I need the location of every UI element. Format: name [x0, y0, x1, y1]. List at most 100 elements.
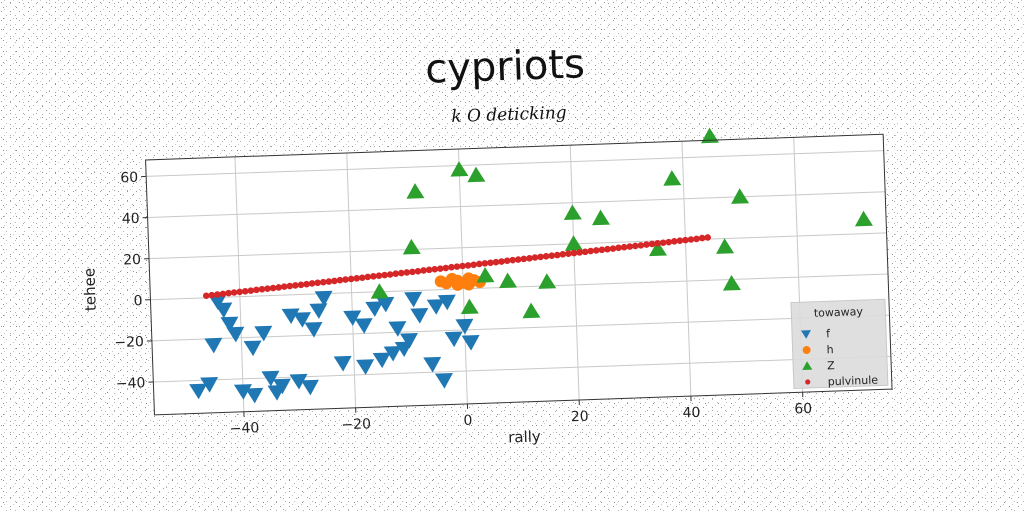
series-pulvinule-point	[269, 284, 277, 292]
series-pulvinule-point	[431, 265, 439, 273]
x-tick-label: 60	[794, 401, 812, 418]
series-pulvinule-point	[503, 257, 511, 265]
y-gridline	[149, 232, 887, 260]
series-f-point	[272, 378, 291, 395]
series-f-point	[404, 291, 423, 308]
y-gridline	[151, 314, 890, 342]
series-pulvinule-point	[531, 254, 539, 261]
series-f-point	[314, 290, 333, 307]
legend-marker	[800, 330, 811, 339]
x-gridline	[569, 145, 580, 401]
series-pulvinule-point	[342, 276, 349, 283]
series-pulvinule-point	[303, 280, 310, 288]
series-pulvinule-point	[319, 278, 327, 286]
series-pulvinule-point	[386, 271, 394, 278]
series-f-point	[354, 318, 373, 334]
x-tick-label: −40	[229, 420, 259, 437]
series-f-point	[300, 379, 319, 396]
series-f-point	[200, 377, 219, 393]
y-tick-label: 20	[123, 252, 141, 269]
legend-marker	[805, 379, 811, 385]
series-pulvinule-point	[631, 242, 639, 250]
y-tick-label: −40	[116, 375, 146, 392]
series-pulvinule-point	[514, 256, 522, 263]
series-f-point	[289, 373, 308, 390]
series-pulvinule-point	[214, 291, 221, 298]
series-f-point	[343, 310, 362, 326]
series-pulvinule-point	[420, 267, 427, 274]
series-Z-point	[854, 210, 873, 227]
series-Z-point	[564, 235, 583, 251]
y-tick-label: 60	[120, 170, 138, 187]
plot-area	[145, 134, 893, 415]
x-axis-label: rally	[508, 427, 541, 446]
y-gridline	[150, 273, 889, 301]
series-pulvinule-point	[487, 259, 494, 267]
series-f-point	[437, 294, 456, 311]
series-f-point	[243, 340, 262, 357]
series-pulvinule-point	[659, 239, 667, 247]
series-pulvinule-point	[253, 286, 260, 294]
series-Z-point	[663, 170, 682, 186]
legend-title: towaway	[814, 305, 864, 320]
series-pulvinule-point	[208, 291, 216, 299]
series-pulvinule-point	[598, 246, 606, 254]
series-pulvinule-point	[353, 275, 361, 282]
series-pulvinule-point	[665, 238, 673, 246]
series-f-point	[304, 321, 323, 338]
series-Z-point	[716, 238, 735, 254]
series-pulvinule-point	[470, 261, 478, 269]
plot-frame	[145, 133, 893, 416]
y-tick-label: −20	[114, 334, 144, 351]
series-f-point	[245, 387, 264, 404]
series-Z-point	[591, 209, 610, 226]
series-pulvinule-point	[258, 285, 266, 293]
series-pulvinule-point	[286, 282, 294, 290]
series-pulvinule-point	[364, 273, 372, 281]
series-pulvinule-point	[219, 290, 227, 298]
legend-label: Z	[827, 359, 835, 372]
series-pulvinule-point	[375, 272, 383, 280]
series-pulvinule-point	[570, 249, 578, 257]
series-f-point	[333, 355, 352, 372]
series-Z-point	[499, 272, 518, 289]
series-pulvinule-point	[481, 260, 489, 267]
series-Z-point	[370, 283, 389, 299]
series-Z-point	[722, 275, 741, 291]
series-pulvinule-point	[704, 234, 712, 241]
series-pulvinule-point	[520, 255, 528, 263]
series-h-point	[451, 278, 464, 291]
series-Z-point	[649, 240, 668, 257]
x-gridline	[681, 141, 692, 397]
series-pulvinule-point	[626, 243, 634, 250]
series-f	[189, 290, 480, 404]
series-pulvinule-point	[308, 280, 316, 287]
series-h	[434, 272, 486, 291]
series-f-point	[189, 383, 208, 400]
y-tick-label: 0	[133, 293, 142, 309]
series-pulvinule-point	[581, 248, 589, 256]
x-tick-label: 40	[682, 405, 700, 422]
series-pulvinule-point	[436, 265, 444, 272]
series-pulvinule-point	[682, 236, 689, 244]
series-pulvinule-point	[414, 267, 422, 275]
x-gridline	[234, 156, 245, 412]
series-pulvinule-point	[648, 240, 656, 248]
series-pulvinule-point	[559, 250, 567, 258]
y-tick-label: 40	[122, 211, 140, 228]
series-f-point	[214, 302, 233, 319]
series-f-point	[254, 325, 273, 342]
series-f-point	[434, 372, 453, 389]
legend-marker	[802, 361, 813, 370]
series-pulvinule-point	[676, 237, 684, 245]
series-f-point	[388, 321, 407, 337]
series-pulvinule-point	[693, 235, 700, 243]
series-pulvinule-point	[425, 266, 433, 274]
x-tick-label: 20	[571, 409, 589, 426]
series-pulvinule-point	[403, 269, 411, 276]
series-f-point	[356, 359, 375, 375]
legend-label: h	[826, 343, 833, 356]
y-axis-ticks: −40 −20 0 20 40 60	[114, 170, 154, 392]
y-gridline	[146, 150, 884, 177]
